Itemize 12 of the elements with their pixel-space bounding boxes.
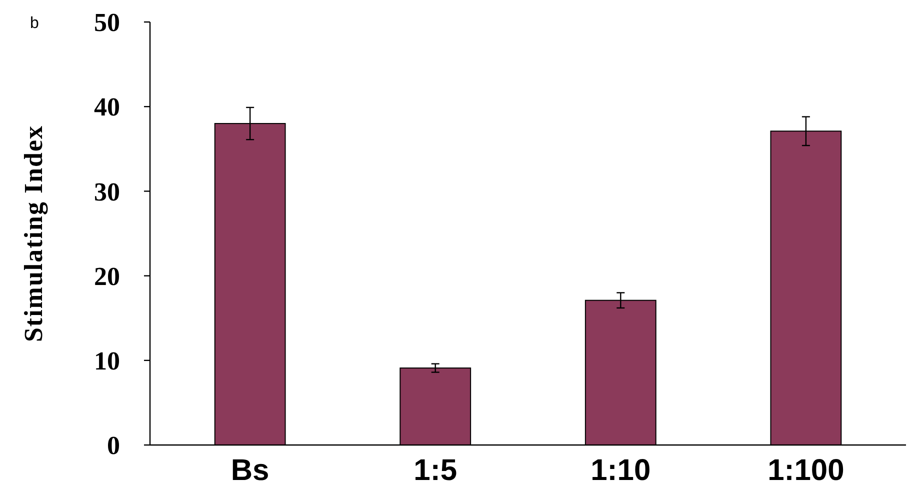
y-tick-label: 10 [94,346,120,376]
y-tick-label: 30 [94,177,120,206]
y-tick-label: 20 [94,262,120,291]
x-tick-label: Bs [230,454,270,487]
x-tick-label: 1:5 [414,454,458,487]
y-tick-label: 40 [94,92,120,122]
y-axis-title: Stimulating Index [19,124,48,342]
y-tick-label: 50 [94,8,120,38]
text: b [30,15,39,32]
x-tick-label: 1:10 [590,454,651,487]
x-tick-label: 1:100 [768,454,844,487]
y-tick-label: 0 [107,431,120,460]
